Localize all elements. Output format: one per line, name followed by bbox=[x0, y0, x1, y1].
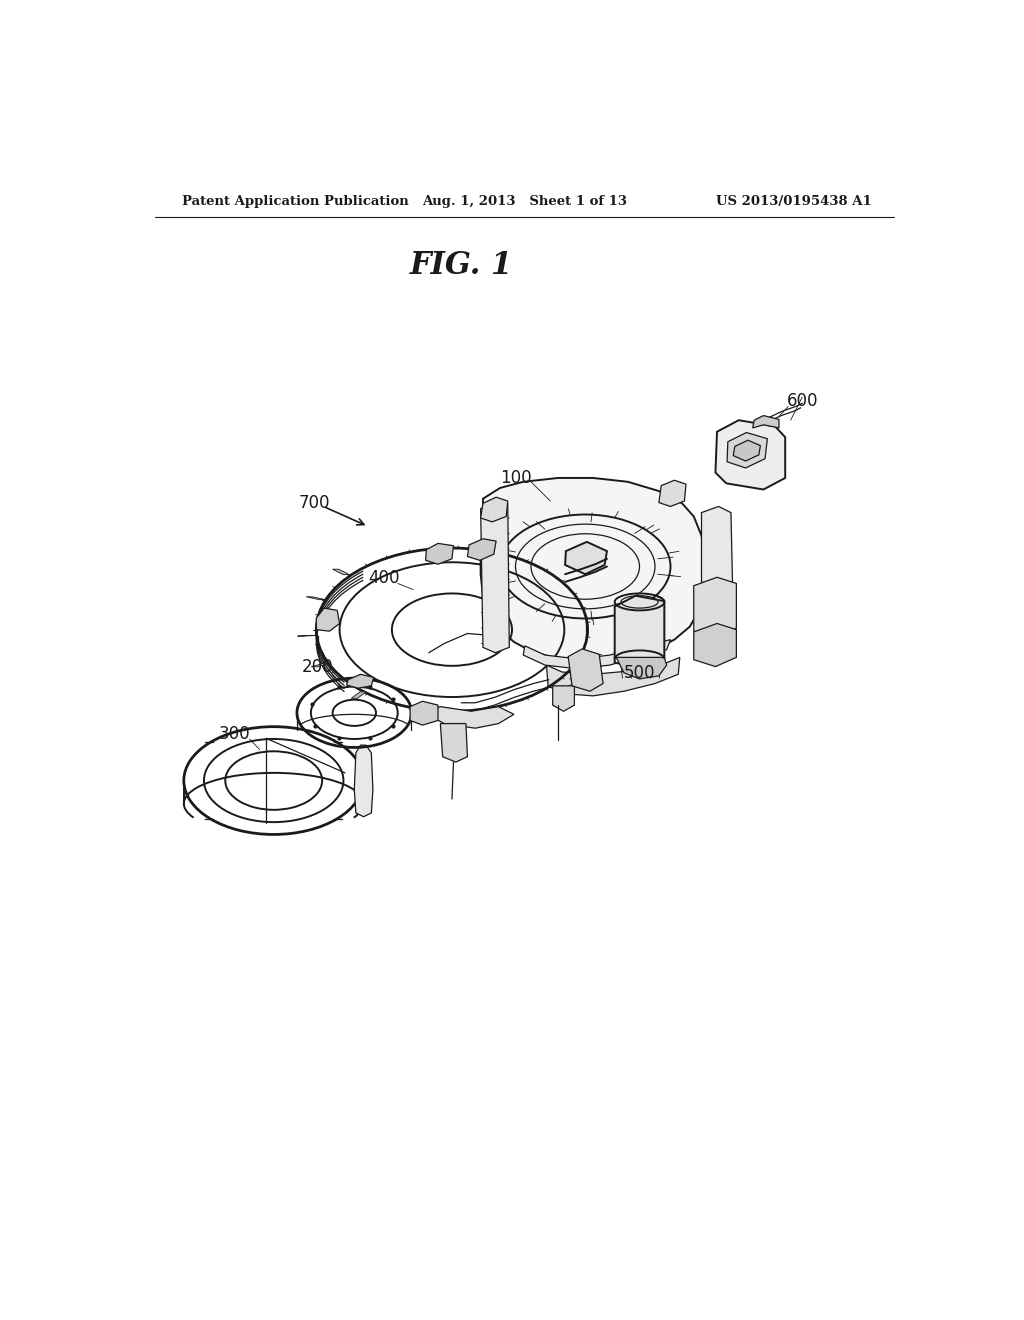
Polygon shape bbox=[410, 701, 438, 725]
Polygon shape bbox=[467, 539, 496, 560]
Polygon shape bbox=[480, 498, 508, 521]
Polygon shape bbox=[346, 675, 374, 688]
Polygon shape bbox=[693, 623, 736, 667]
Text: US 2013/0195438 A1: US 2013/0195438 A1 bbox=[716, 194, 872, 207]
Polygon shape bbox=[480, 502, 509, 653]
Text: 300: 300 bbox=[219, 726, 251, 743]
Text: FIG. 1: FIG. 1 bbox=[410, 249, 513, 281]
Text: 100: 100 bbox=[500, 469, 531, 487]
Text: 700: 700 bbox=[298, 495, 330, 512]
Text: 400: 400 bbox=[368, 569, 399, 587]
Polygon shape bbox=[426, 544, 454, 564]
Text: 600: 600 bbox=[786, 392, 818, 411]
Polygon shape bbox=[753, 416, 779, 428]
Polygon shape bbox=[614, 595, 665, 668]
Text: 200: 200 bbox=[302, 657, 334, 676]
Polygon shape bbox=[568, 649, 603, 692]
Polygon shape bbox=[716, 420, 785, 490]
Polygon shape bbox=[693, 577, 736, 638]
Polygon shape bbox=[440, 723, 467, 762]
Polygon shape bbox=[425, 706, 514, 729]
Polygon shape bbox=[547, 657, 680, 696]
Polygon shape bbox=[333, 569, 349, 574]
Polygon shape bbox=[701, 507, 732, 589]
Polygon shape bbox=[316, 609, 340, 631]
Polygon shape bbox=[733, 441, 761, 461]
Polygon shape bbox=[480, 478, 706, 660]
Text: Aug. 1, 2013   Sheet 1 of 13: Aug. 1, 2013 Sheet 1 of 13 bbox=[422, 194, 628, 207]
Polygon shape bbox=[565, 543, 607, 574]
Polygon shape bbox=[523, 640, 671, 669]
Polygon shape bbox=[727, 433, 767, 469]
Polygon shape bbox=[306, 597, 326, 599]
Text: 500: 500 bbox=[624, 664, 655, 681]
Polygon shape bbox=[351, 692, 367, 698]
Polygon shape bbox=[354, 744, 373, 817]
Text: Patent Application Publication: Patent Application Publication bbox=[182, 194, 409, 207]
Polygon shape bbox=[616, 657, 667, 678]
Polygon shape bbox=[658, 480, 686, 507]
Polygon shape bbox=[553, 686, 574, 711]
Polygon shape bbox=[311, 663, 330, 667]
